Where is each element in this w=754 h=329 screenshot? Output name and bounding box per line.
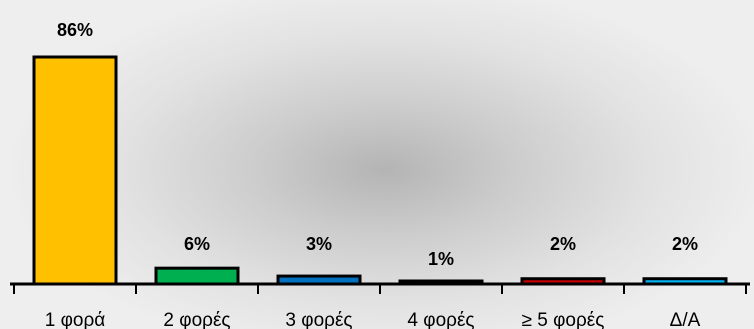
x-tick-label-1: 1 φορά xyxy=(45,310,106,329)
data-label-6: 2% xyxy=(672,234,698,254)
bar-2 xyxy=(154,266,240,286)
x-tick-label-5: ≥ 5 φορές xyxy=(522,310,605,329)
data-label-4: 1% xyxy=(428,249,454,269)
data-label-2: 6% xyxy=(184,234,210,254)
data-label-3: 3% xyxy=(306,234,332,254)
x-tick-label-3: 3 φορές xyxy=(285,310,352,329)
x-tick-label-6: Δ/Α xyxy=(670,310,701,329)
x-tick-label-2: 2 φορές xyxy=(163,310,230,329)
x-tick-label-4: 4 φορές xyxy=(407,310,474,329)
data-label-5: 2% xyxy=(550,234,576,254)
bar-1 xyxy=(32,55,118,286)
data-label-1: 86% xyxy=(57,20,93,40)
